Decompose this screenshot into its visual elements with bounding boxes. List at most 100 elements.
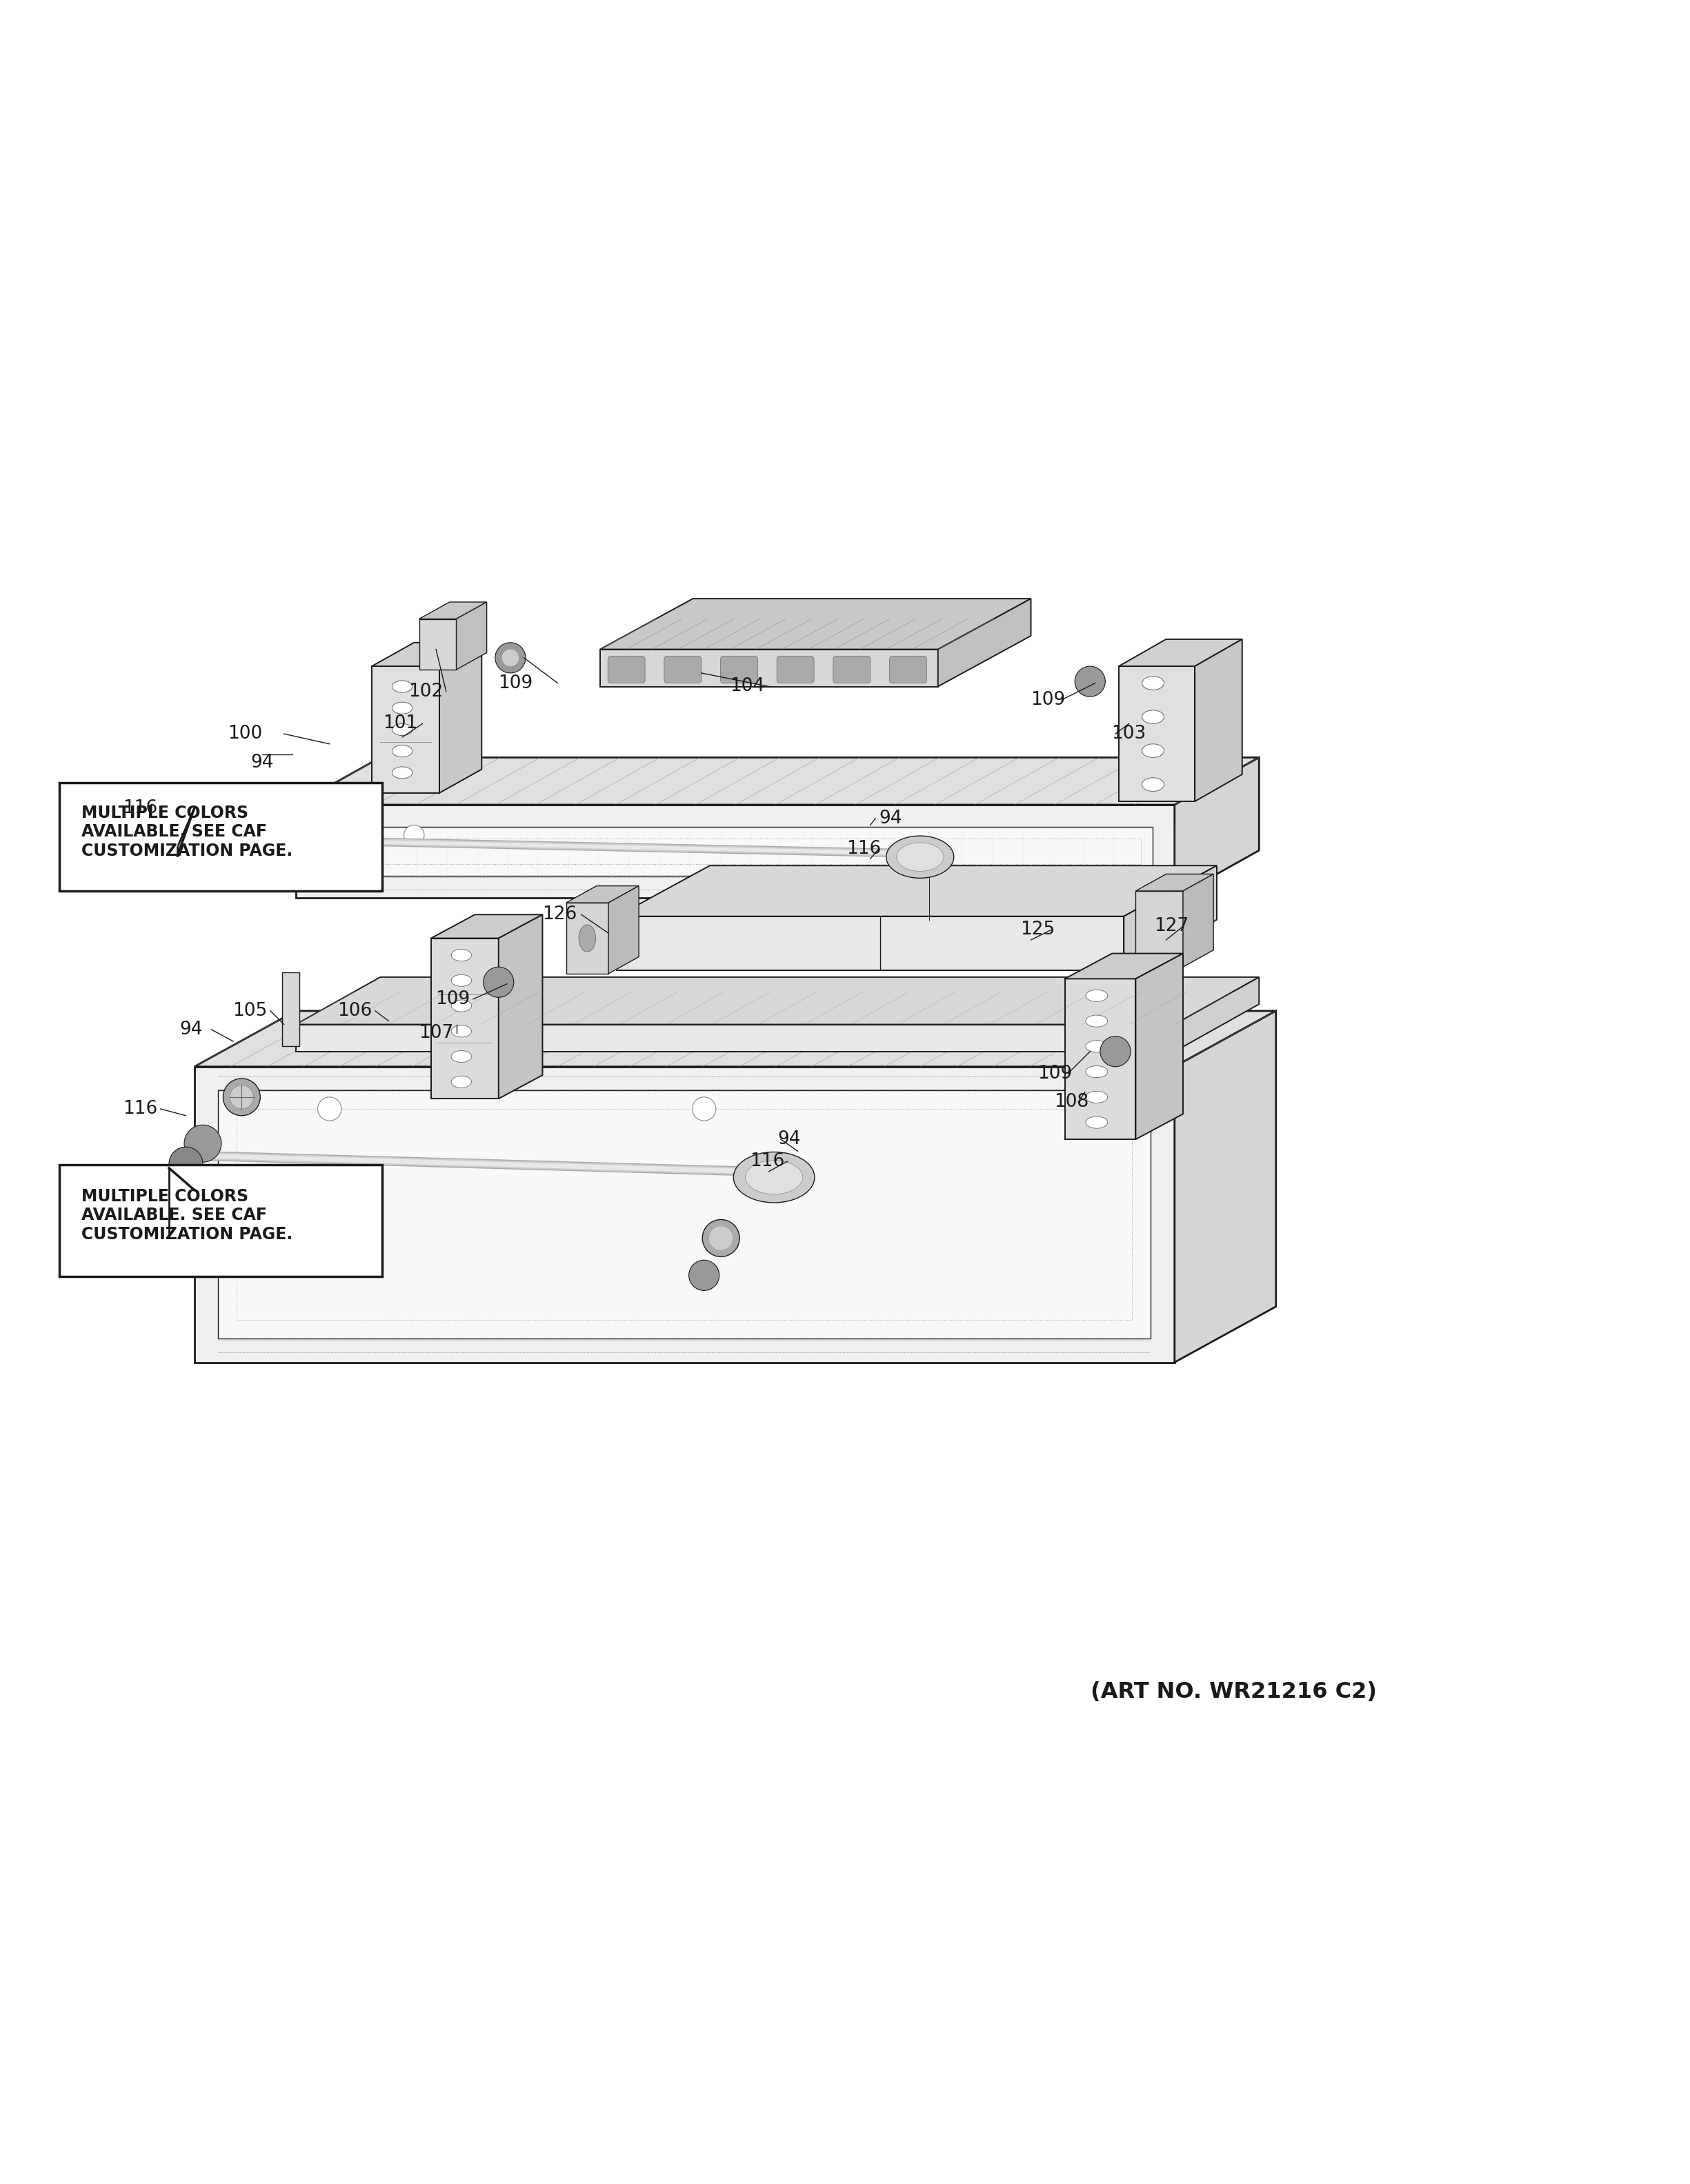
- Polygon shape: [1136, 954, 1183, 1140]
- Circle shape: [313, 808, 346, 843]
- Text: 108: 108: [1055, 1094, 1088, 1112]
- Polygon shape: [608, 887, 639, 974]
- Polygon shape: [617, 917, 1124, 970]
- Ellipse shape: [392, 767, 412, 778]
- Text: 94: 94: [879, 810, 902, 828]
- Polygon shape: [431, 915, 542, 939]
- FancyBboxPatch shape: [59, 782, 382, 891]
- Text: (ART NO. WR21216 C2): (ART NO. WR21216 C2): [1090, 1682, 1377, 1704]
- Ellipse shape: [451, 1077, 472, 1088]
- Polygon shape: [1119, 640, 1242, 666]
- Text: 103: 103: [1112, 725, 1146, 743]
- Ellipse shape: [392, 723, 412, 736]
- Text: 107: 107: [419, 1024, 453, 1042]
- Polygon shape: [1136, 891, 1183, 968]
- Polygon shape: [296, 758, 1259, 804]
- Text: 100: 100: [228, 725, 262, 743]
- Ellipse shape: [392, 701, 412, 714]
- Polygon shape: [499, 915, 542, 1099]
- Ellipse shape: [392, 745, 412, 758]
- Polygon shape: [456, 603, 487, 670]
- Polygon shape: [1065, 978, 1136, 1140]
- Ellipse shape: [1085, 1040, 1107, 1053]
- Polygon shape: [1119, 666, 1195, 802]
- Polygon shape: [218, 1090, 1151, 1339]
- Circle shape: [693, 1096, 717, 1120]
- Polygon shape: [1065, 954, 1183, 978]
- Text: 116: 116: [123, 799, 157, 817]
- Ellipse shape: [896, 843, 943, 871]
- Text: 94: 94: [179, 1020, 203, 1037]
- FancyBboxPatch shape: [664, 655, 701, 684]
- Polygon shape: [296, 804, 1175, 898]
- Text: 127: 127: [1154, 917, 1188, 935]
- Polygon shape: [439, 642, 482, 793]
- FancyBboxPatch shape: [833, 655, 870, 684]
- Polygon shape: [194, 1066, 1175, 1363]
- Text: 106: 106: [338, 1002, 372, 1020]
- Polygon shape: [1175, 1011, 1276, 1363]
- Ellipse shape: [1085, 1092, 1107, 1103]
- Polygon shape: [296, 976, 1259, 1024]
- Text: 102: 102: [409, 684, 443, 701]
- Ellipse shape: [451, 1000, 472, 1011]
- Circle shape: [690, 1260, 720, 1291]
- Polygon shape: [1175, 758, 1259, 898]
- Polygon shape: [194, 1011, 1276, 1066]
- FancyBboxPatch shape: [720, 655, 757, 684]
- Polygon shape: [318, 828, 1153, 876]
- Text: 109: 109: [436, 989, 470, 1009]
- Text: 101: 101: [384, 714, 417, 732]
- Text: 116: 116: [750, 1153, 784, 1171]
- Ellipse shape: [580, 924, 597, 952]
- Circle shape: [230, 1085, 254, 1109]
- Ellipse shape: [451, 974, 472, 987]
- Polygon shape: [419, 618, 456, 670]
- Circle shape: [502, 649, 519, 666]
- Text: 125: 125: [1021, 922, 1055, 939]
- Text: 109: 109: [499, 675, 532, 692]
- Circle shape: [1075, 666, 1105, 697]
- Polygon shape: [566, 887, 639, 902]
- Polygon shape: [1175, 976, 1259, 1051]
- Text: 116: 116: [847, 839, 880, 858]
- Ellipse shape: [745, 1160, 803, 1195]
- Circle shape: [483, 968, 514, 998]
- FancyBboxPatch shape: [59, 1164, 382, 1275]
- Polygon shape: [600, 598, 1031, 649]
- Ellipse shape: [1085, 1116, 1107, 1129]
- Polygon shape: [1195, 640, 1242, 802]
- Text: 126: 126: [542, 906, 576, 924]
- Polygon shape: [296, 1024, 1175, 1051]
- Polygon shape: [1136, 874, 1213, 891]
- Text: MULTIPLE COLORS
AVAILABLE. SEE CAF
CUSTOMIZATION PAGE.: MULTIPLE COLORS AVAILABLE. SEE CAF CUSTO…: [81, 804, 292, 860]
- Polygon shape: [419, 603, 487, 618]
- Ellipse shape: [1142, 778, 1164, 791]
- Polygon shape: [372, 642, 482, 666]
- Ellipse shape: [451, 1024, 472, 1037]
- Ellipse shape: [1142, 710, 1164, 723]
- Circle shape: [184, 1125, 221, 1162]
- Circle shape: [223, 1079, 260, 1116]
- Text: 105: 105: [233, 1002, 267, 1020]
- Circle shape: [404, 826, 424, 845]
- Circle shape: [169, 1147, 203, 1182]
- Text: 104: 104: [730, 677, 764, 695]
- Polygon shape: [617, 865, 1217, 917]
- Polygon shape: [600, 649, 938, 686]
- Ellipse shape: [1085, 989, 1107, 1002]
- Text: 109: 109: [1031, 690, 1065, 710]
- Text: 94: 94: [250, 753, 274, 771]
- Circle shape: [495, 642, 526, 673]
- Circle shape: [710, 1227, 733, 1249]
- Polygon shape: [372, 666, 439, 793]
- Circle shape: [318, 1096, 341, 1120]
- Text: 116: 116: [123, 1101, 157, 1118]
- FancyBboxPatch shape: [889, 655, 926, 684]
- Ellipse shape: [1142, 745, 1164, 758]
- Ellipse shape: [733, 1151, 815, 1203]
- Circle shape: [703, 1219, 740, 1256]
- Ellipse shape: [451, 950, 472, 961]
- Polygon shape: [566, 902, 608, 974]
- FancyBboxPatch shape: [608, 655, 646, 684]
